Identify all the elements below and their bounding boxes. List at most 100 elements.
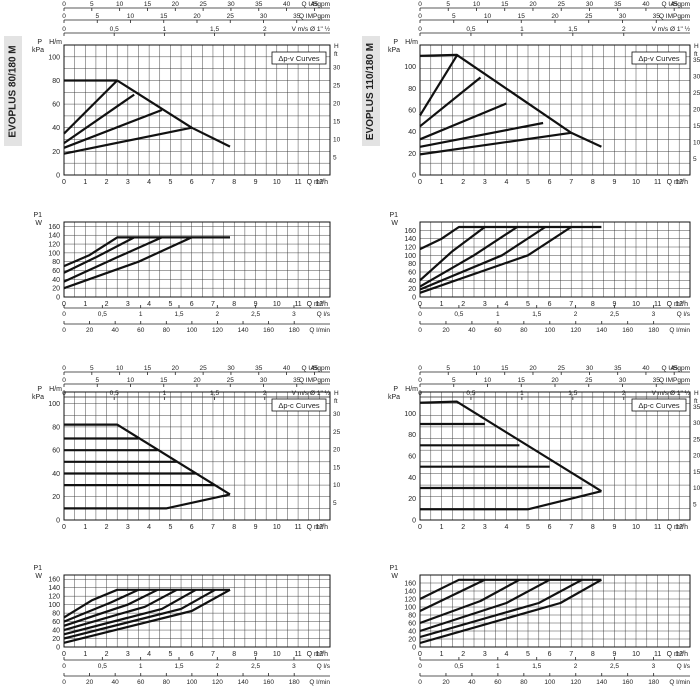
scale-tick-label: 1,5 bbox=[174, 663, 183, 670]
scale-tick-label: 1 bbox=[139, 311, 143, 318]
x-tick-label: 0 bbox=[62, 524, 66, 531]
x-tick-label: 4 bbox=[147, 179, 151, 186]
scale-name: Q l/min bbox=[309, 327, 330, 334]
scale-tick-label: 1,5 bbox=[210, 26, 219, 33]
scale-tick-label: 10 bbox=[116, 1, 124, 8]
scale-tick-label: 20 bbox=[442, 679, 450, 686]
scale-tick-label: 20 bbox=[529, 365, 537, 372]
x-tick-label: 10 bbox=[632, 651, 640, 658]
y-axis-label: P1 bbox=[33, 565, 42, 572]
scale-tick-label: 100 bbox=[544, 679, 555, 686]
y-tick-label: 100 bbox=[404, 411, 416, 418]
scale-tick-label: 80 bbox=[163, 327, 171, 334]
scale-name: Q IMPgpm bbox=[299, 377, 330, 384]
x-tick-label: 6 bbox=[548, 179, 552, 186]
scale-tick-label: 1 bbox=[496, 663, 500, 670]
scale-tick-label: 160 bbox=[622, 679, 633, 686]
scale-tick-label: 100 bbox=[186, 327, 197, 334]
scale-tick-label: 45 bbox=[671, 1, 679, 8]
x-tick-label: 11 bbox=[654, 179, 661, 186]
chart-title: Δp-v Curves bbox=[278, 54, 320, 63]
y-tick-label: 100 bbox=[404, 253, 416, 260]
y-tick-label: 0 bbox=[412, 295, 416, 302]
ft-axis-label: H bbox=[334, 390, 339, 397]
y-axis-label: P1 bbox=[389, 212, 398, 219]
scale-tick-label: 0,5 bbox=[466, 390, 475, 397]
model-label-tab: EVOPLUS 80/180 M bbox=[4, 36, 22, 146]
x-tick-label: 4 bbox=[147, 524, 151, 531]
power-curve bbox=[419, 226, 546, 291]
scale-tick-label: 120 bbox=[570, 679, 581, 686]
scale-tick-label: 30 bbox=[260, 13, 268, 20]
chart-title: Δp-c Curves bbox=[638, 401, 680, 410]
x-tick-label: 6 bbox=[190, 651, 194, 658]
scale-tick-label: 0 bbox=[418, 679, 422, 686]
scale-tick-label: 25 bbox=[585, 13, 593, 20]
x-tick-label: 10 bbox=[632, 179, 640, 186]
x-tick-label: 10 bbox=[273, 524, 281, 531]
y-tick-label: 80 bbox=[408, 432, 416, 439]
scale-tick-label: 60 bbox=[494, 327, 502, 334]
x-tick-label: 5 bbox=[168, 179, 172, 186]
x-tick-label: 11 bbox=[294, 301, 301, 308]
power-curve bbox=[419, 578, 551, 633]
y-tick-label: 20 bbox=[408, 151, 416, 158]
y-tick-label: 0 bbox=[412, 518, 416, 525]
x-tick-label: 6 bbox=[548, 651, 552, 658]
x-tick-label: 10 bbox=[632, 301, 640, 308]
scale-tick-label: 15 bbox=[144, 1, 152, 8]
x-tick-label: 12 bbox=[675, 651, 683, 658]
y-axis-label: kPa bbox=[388, 47, 400, 54]
x-tick-label: 2 bbox=[461, 524, 465, 531]
y-tick-label: 160 bbox=[48, 577, 60, 584]
ft-tick-label: 25 bbox=[693, 90, 700, 97]
scale-tick-label: 2 bbox=[622, 26, 626, 33]
y-tick-label: 80 bbox=[408, 86, 416, 93]
scale-tick-label: 0 bbox=[62, 26, 66, 33]
scale-tick-label: 0 bbox=[62, 13, 66, 20]
legend-box bbox=[631, 398, 687, 412]
x-tick-label: 12 bbox=[315, 301, 323, 308]
scale-tick-label: 40 bbox=[642, 365, 650, 372]
ft-tick-label: 5 bbox=[333, 500, 337, 507]
ft-tick-label: 30 bbox=[333, 64, 341, 71]
y-tick-label: 80 bbox=[52, 611, 60, 618]
plot-frame bbox=[63, 221, 331, 298]
scale-tick-label: 100 bbox=[186, 679, 197, 686]
scale-tick-label: 0,5 bbox=[110, 390, 119, 397]
x-tick-label: 4 bbox=[504, 179, 508, 186]
x-tick-label: 7 bbox=[569, 179, 573, 186]
x-axis-label: Q m³/h bbox=[667, 301, 688, 308]
y-tick-label: 60 bbox=[52, 448, 60, 455]
y-tick-label: 0 bbox=[412, 173, 416, 180]
scale-tick-label: 5 bbox=[452, 13, 456, 20]
power-curve bbox=[419, 226, 486, 282]
scale-tick-label: 3 bbox=[292, 311, 296, 318]
x-axis-label: Q m³/h bbox=[667, 651, 688, 658]
x-tick-label: 12 bbox=[315, 651, 323, 658]
plot-frame bbox=[419, 391, 691, 521]
ft-tick-label: 30 bbox=[693, 74, 700, 81]
scale-tick-label: 3 bbox=[652, 663, 656, 670]
scale-tick-label: 1 bbox=[496, 311, 500, 318]
power-curve bbox=[63, 588, 231, 644]
scale-tick-label: 40 bbox=[468, 327, 476, 334]
scale-tick-label: 160 bbox=[622, 327, 633, 334]
scale-tick-label: 2,5 bbox=[251, 311, 260, 318]
x-tick-label: 9 bbox=[612, 651, 616, 658]
x-tick-label: 1 bbox=[440, 179, 444, 186]
chart-title: Δp-c Curves bbox=[278, 401, 320, 410]
x-tick-label: 0 bbox=[62, 301, 66, 308]
x-tick-label: 10 bbox=[273, 301, 281, 308]
y-tick-label: 60 bbox=[408, 270, 416, 277]
x-tick-label: 3 bbox=[483, 651, 487, 658]
y-tick-label: 60 bbox=[52, 268, 60, 275]
ft-tick-label: 35 bbox=[693, 57, 700, 64]
ft-tick-label: 25 bbox=[333, 82, 341, 89]
scale-tick-label: 10 bbox=[473, 365, 481, 372]
x-tick-label: 5 bbox=[168, 651, 172, 658]
scale-tick-label: 60 bbox=[137, 679, 145, 686]
scale-name: Q l/s bbox=[317, 663, 331, 670]
head-curve bbox=[419, 102, 507, 141]
